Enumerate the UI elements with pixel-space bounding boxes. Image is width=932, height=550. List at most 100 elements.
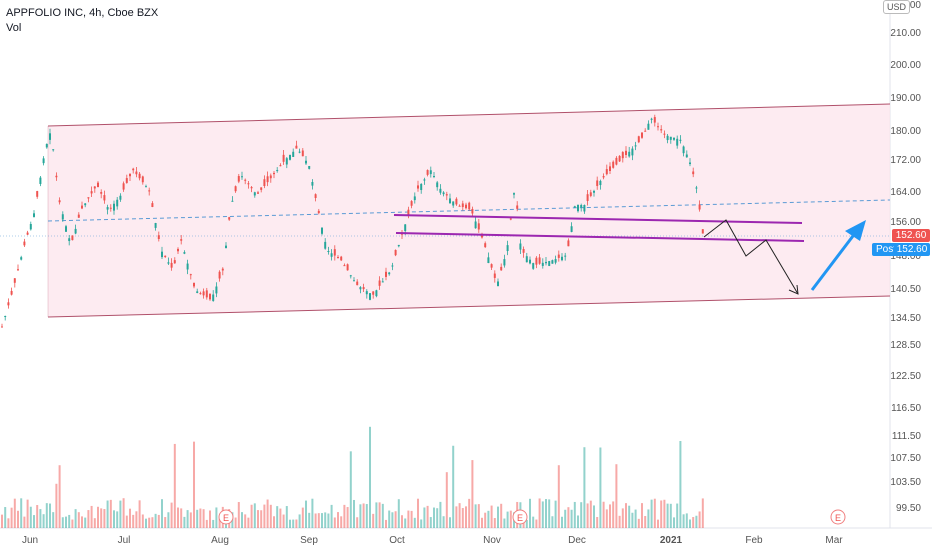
last-price-tag: 152.60 [892, 229, 930, 242]
candle-body [586, 194, 589, 201]
candle-body [570, 226, 573, 232]
price-axis[interactable]: 220.00210.00200.00190.00180.00172.00164.… [890, 0, 921, 514]
candle-body [609, 166, 611, 171]
volume-bar [685, 513, 688, 528]
volume-bar [548, 499, 551, 528]
volume-bar [455, 506, 458, 528]
volume-bar [583, 447, 586, 528]
candle-body [573, 206, 576, 208]
candle-body [359, 287, 362, 290]
volume-bar [397, 499, 400, 528]
candle-body [36, 191, 39, 197]
volume-bar [257, 510, 259, 528]
resistance-line-purple[interactable] [393, 214, 803, 224]
volume-bar [45, 503, 48, 528]
volume-bar [442, 516, 445, 528]
candle-body [637, 136, 640, 143]
volume-bar [81, 516, 83, 528]
channel-top-line[interactable] [47, 103, 891, 127]
volume-bar [154, 513, 157, 528]
candle-body [589, 192, 592, 196]
volume-bar [375, 502, 378, 528]
time-axis[interactable]: Jun Jul Aug Sep Oct Nov Dec 2021 Feb Mar [22, 535, 843, 546]
volume-bar [676, 503, 679, 528]
candle-body [385, 271, 387, 277]
price-tick-label: 111.50 [892, 431, 922, 442]
volume-bar [298, 514, 301, 528]
candle-body [247, 183, 250, 185]
volume-bar [426, 505, 429, 528]
channel-bottom-line[interactable] [47, 295, 891, 318]
projection-zigzag[interactable] [703, 219, 799, 295]
symbol-title[interactable]: APPFOLIO INC, 4h, Cboe BZX [6, 7, 159, 19]
candle-body [253, 192, 256, 196]
candle-body [330, 253, 333, 257]
volume-bar [532, 516, 535, 528]
candle-body [186, 263, 189, 270]
candle-body [154, 223, 157, 228]
candle-body [119, 195, 122, 200]
volume-bar [353, 499, 355, 528]
volume-bar [436, 508, 439, 528]
time-tick-label: Sep [300, 535, 318, 546]
volume-bar [209, 510, 211, 528]
volume-bar [173, 443, 176, 528]
volume-bar [135, 511, 138, 528]
candle-body [113, 203, 115, 211]
bullish-arrow-icon[interactable] [810, 220, 866, 291]
candle-body [231, 200, 234, 202]
candle-body [695, 187, 698, 189]
currency-button[interactable]: USD [882, 0, 910, 14]
volume-indicator-label[interactable]: Vol [6, 22, 22, 34]
volume-bar [212, 519, 215, 528]
candle-body [557, 254, 560, 258]
candle-body [487, 257, 490, 264]
volume-bar [311, 498, 314, 528]
candle-body [484, 243, 487, 248]
volume-bar [593, 505, 595, 528]
volume-bar [439, 501, 442, 528]
candle-body [122, 183, 125, 190]
volume-bar [49, 503, 51, 528]
volume-bar [321, 513, 323, 528]
volume-bar [295, 519, 298, 528]
volume-bar [487, 510, 490, 528]
volume-bar [452, 445, 455, 528]
volume-bar [490, 505, 493, 528]
volume-bar [330, 504, 333, 528]
candle-body [669, 136, 672, 140]
candle-body [468, 202, 471, 210]
volume-bar [503, 518, 506, 528]
volume-bar [573, 501, 576, 528]
volume-bar [497, 506, 499, 528]
volume-bar [199, 508, 202, 528]
price-tick-label: 116.50 [891, 403, 921, 414]
earnings-marker-feb[interactable]: E [830, 509, 846, 525]
candle-body [39, 177, 42, 184]
candle-body [650, 118, 653, 120]
candle-body [375, 290, 378, 297]
volume-bar [269, 504, 272, 528]
volume-bar [205, 519, 208, 528]
candle-body [522, 249, 525, 253]
volume-bar [637, 518, 640, 528]
volume-bar [615, 464, 618, 528]
volume-bar [189, 512, 192, 528]
price-tick-label: 164.00 [890, 187, 921, 198]
candle-body [145, 186, 147, 188]
earnings-marker-nov[interactable]: E [512, 509, 528, 525]
earnings-marker-aug[interactable]: E [218, 509, 234, 525]
volume-bar [599, 447, 602, 528]
candle-body [285, 158, 288, 165]
candle-body [109, 207, 112, 209]
support-line-purple[interactable] [395, 232, 805, 242]
volume-bar [509, 510, 512, 528]
candle-body [429, 170, 432, 175]
candle-body [87, 197, 90, 199]
candle-body [132, 168, 135, 171]
candle-body [449, 198, 451, 204]
price-tick-label: 156.00 [890, 217, 921, 228]
candle-body [618, 155, 621, 162]
volume-bar [74, 509, 77, 528]
